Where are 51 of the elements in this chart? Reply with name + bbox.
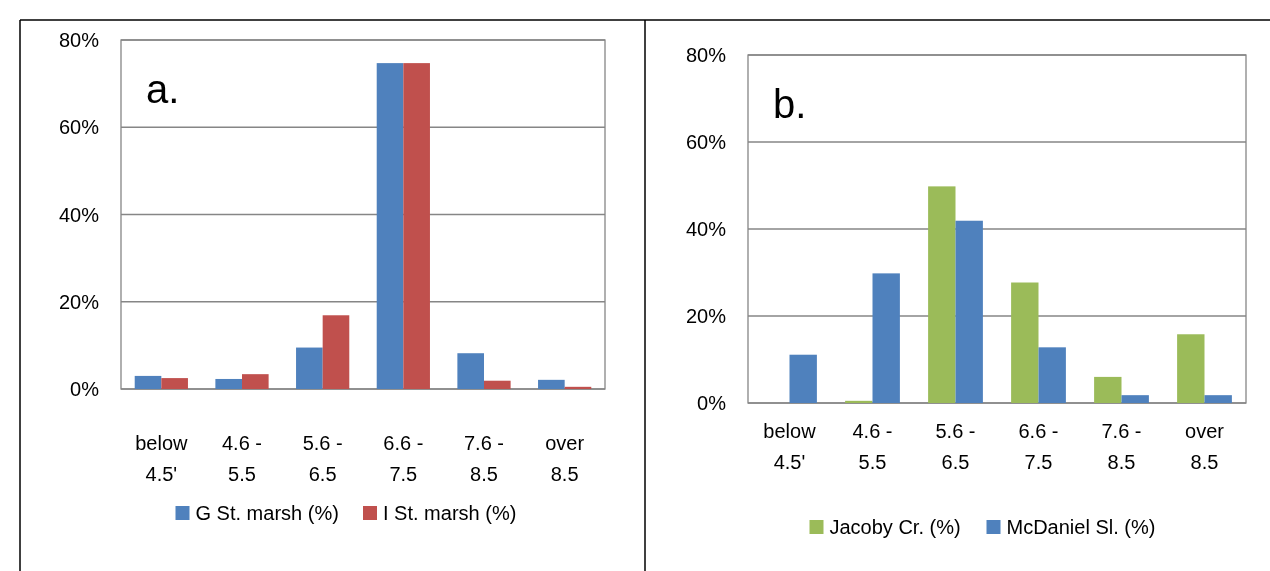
bar (296, 347, 323, 389)
x-tick-label: 6.6 - 7.5 (1018, 420, 1059, 473)
y-tick-label: 60% (685, 131, 727, 153)
bar (872, 273, 900, 403)
annotation: a. (146, 67, 180, 111)
x-tick-label: 5.6 - 6.5 (302, 432, 343, 485)
x-tick-label: over 8.5 (1185, 420, 1225, 473)
y-tick-label: 20% (58, 290, 100, 313)
y-tick-label: 40% (58, 203, 100, 226)
legend-label: Jacoby Cr. (%) (829, 516, 961, 538)
legend-label: McDaniel Sl. (%) (1006, 516, 1156, 538)
bar (538, 379, 565, 389)
legend-label: I St. marsh (%) (383, 502, 517, 524)
y-tick-label: 80% (58, 29, 100, 51)
bar (322, 315, 350, 389)
bar (1011, 282, 1039, 403)
x-tick-label: 4.6 - 5.5 (852, 420, 893, 473)
x-tick-label: 7.6 - 8.5 (463, 432, 505, 485)
bar (161, 378, 188, 389)
y-tick-label: 0% (70, 378, 100, 400)
bar (1038, 347, 1066, 403)
annotation: b. (773, 82, 807, 126)
x-tick-label: 5.6 - 6.5 (935, 420, 976, 473)
y-tick-label: 0% (697, 392, 727, 414)
bar (484, 380, 511, 389)
bar (376, 63, 404, 389)
bar (1094, 376, 1122, 403)
bar (134, 375, 162, 389)
bar (1177, 334, 1205, 403)
bar (789, 354, 817, 403)
y-tick-label: 40% (685, 218, 727, 240)
x-tick-label: 7.6 - 8.5 (1101, 420, 1142, 473)
bar (1204, 395, 1232, 403)
bar (457, 353, 484, 389)
bar (955, 220, 983, 403)
legend-label: G St. marsh (%) (195, 502, 339, 524)
bar (928, 186, 956, 403)
x-tick-label: 4.6 - 5.5 (221, 432, 263, 485)
y-tick-label: 60% (58, 116, 100, 139)
bar (845, 400, 873, 403)
bar (242, 374, 269, 389)
x-tick-label: below 4.5' (763, 420, 817, 473)
bar (403, 63, 430, 389)
y-tick-label: 80% (685, 44, 727, 66)
bar (1121, 395, 1149, 403)
bar (215, 378, 242, 389)
y-tick-label: 20% (685, 305, 727, 327)
x-tick-label: over 8.5 (545, 432, 585, 485)
x-tick-label: 6.6 - 7.5 (383, 432, 424, 485)
bar (564, 386, 592, 389)
x-tick-label: below 4.5' (135, 432, 189, 485)
